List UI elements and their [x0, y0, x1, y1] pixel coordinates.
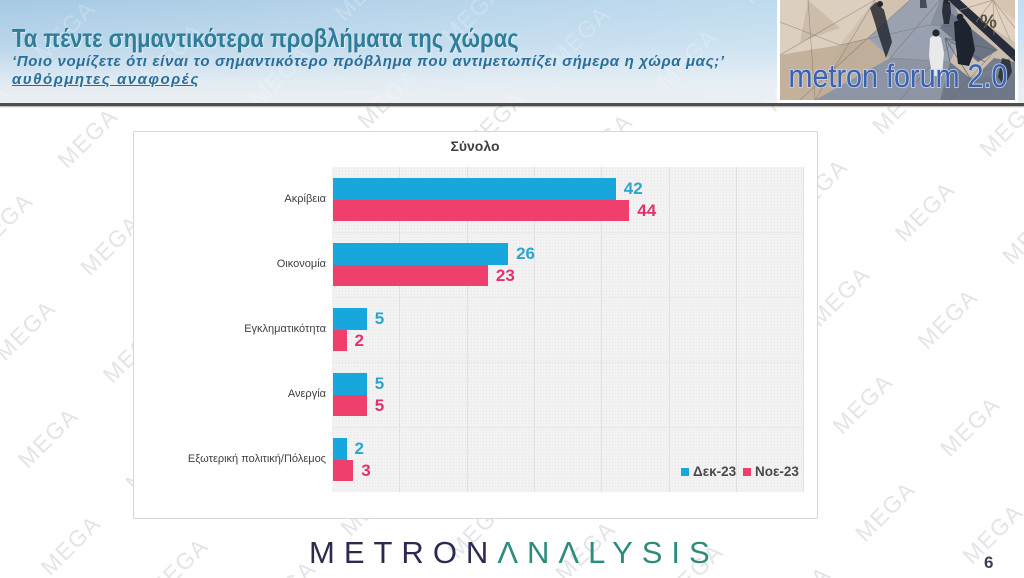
svg-text:metron forum 2.0: metron forum 2.0	[789, 58, 1008, 94]
svg-text:%: %	[980, 12, 997, 33]
